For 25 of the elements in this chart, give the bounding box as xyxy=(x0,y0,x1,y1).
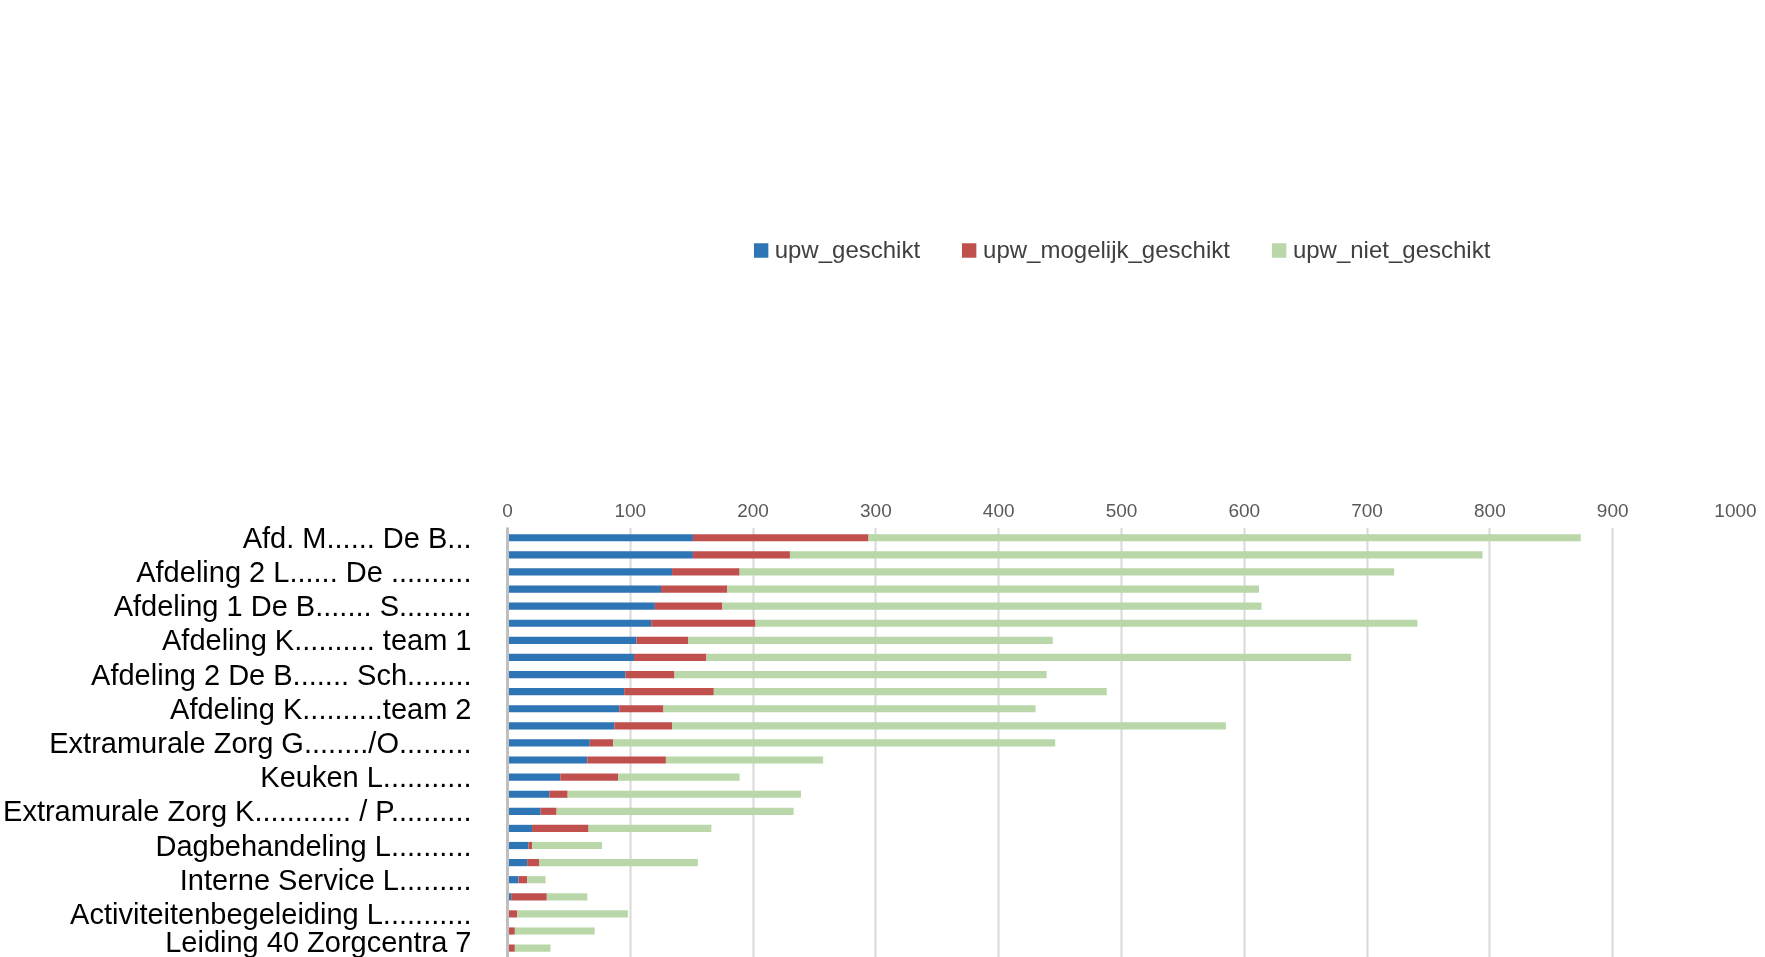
y-tick-label: Afdeling K.......... team 1 xyxy=(162,624,472,657)
legend-label: upw_niet_geschikt xyxy=(1292,235,1491,264)
x-tick-label: 400 xyxy=(982,499,1015,521)
x-tick-label: 100 xyxy=(614,499,647,521)
y-tick-label: Keuken L........... xyxy=(260,761,472,794)
y-tick-label: Extramurale Zorg K............ / P.......... xyxy=(3,795,472,828)
x-tick-label: 200 xyxy=(737,499,769,521)
x-tick-label: 600 xyxy=(1228,499,1261,521)
y-tick-label: Afd. M...... De B... xyxy=(242,521,472,554)
y-tick-label: Afdeling 1 De B....... S......... xyxy=(113,590,472,623)
y-tick-label: Extramurale Zorg G......../O......... xyxy=(49,726,472,759)
x-tick-label: 1000 xyxy=(1714,499,1757,521)
y-tick-label: Afdeling 2 L...... De .......... xyxy=(136,555,472,588)
x-tick-label: 500 xyxy=(1105,499,1138,521)
y-tick-label: Afdeling K..........team 2 xyxy=(170,692,472,725)
x-tick-label: 800 xyxy=(1474,499,1506,521)
x-tick-label: 0 xyxy=(502,499,513,521)
legend-label: upw_mogelijk_geschikt xyxy=(983,235,1230,264)
y-tick-label: Afdeling 2 De B....... Sch........ xyxy=(91,658,472,691)
y-tick-label: Interne Service L......... xyxy=(179,863,472,896)
y-tick-label: Dagbehandeling L.......... xyxy=(155,829,472,862)
legend-label: upw_geschikt xyxy=(774,235,921,264)
x-tick-label: 900 xyxy=(1596,499,1629,521)
x-tick-label: 300 xyxy=(860,499,892,521)
x-tick-label: 700 xyxy=(1351,499,1383,521)
